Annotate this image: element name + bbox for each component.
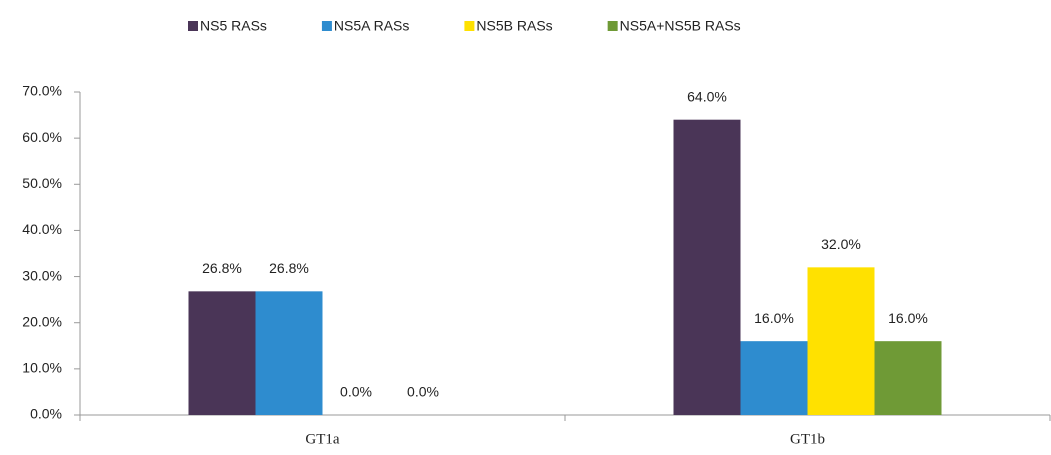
bar [255,291,323,415]
bar [673,119,741,415]
legend-label: NS5 RASs [200,18,267,34]
y-tick-label: 0.0% [30,406,62,422]
y-tick-label: 60.0% [22,129,62,145]
data-label: 16.0% [888,310,928,326]
y-tick-label: 70.0% [22,83,62,99]
data-label: 0.0% [340,384,372,400]
bar [188,291,256,415]
legend-label: NS5A RASs [334,18,409,34]
legend-label: NS5B RASs [476,18,552,34]
bar [874,341,942,415]
data-label: 26.8% [202,260,242,276]
legend-swatch [321,21,332,31]
y-tick-label: 20.0% [22,313,62,329]
data-label: 0.0% [407,384,439,400]
x-tick-label: GT1a [305,431,339,447]
y-tick-label: 30.0% [22,267,62,283]
data-label: 16.0% [754,310,794,326]
bar [740,341,808,415]
bar [807,267,875,415]
legend-swatch [607,21,618,31]
y-tick-label: 50.0% [22,175,62,191]
legend-label: NS5A+NS5B RASs [620,18,741,34]
x-tick-label: GT1b [790,431,825,447]
y-tick-label: 10.0% [22,360,62,376]
legend-swatch [188,21,198,31]
data-label: 64.0% [687,88,727,104]
data-label: 32.0% [821,236,861,252]
data-label: 26.8% [269,260,309,276]
legend-swatch [464,21,475,31]
y-tick-label: 40.0% [22,221,62,237]
